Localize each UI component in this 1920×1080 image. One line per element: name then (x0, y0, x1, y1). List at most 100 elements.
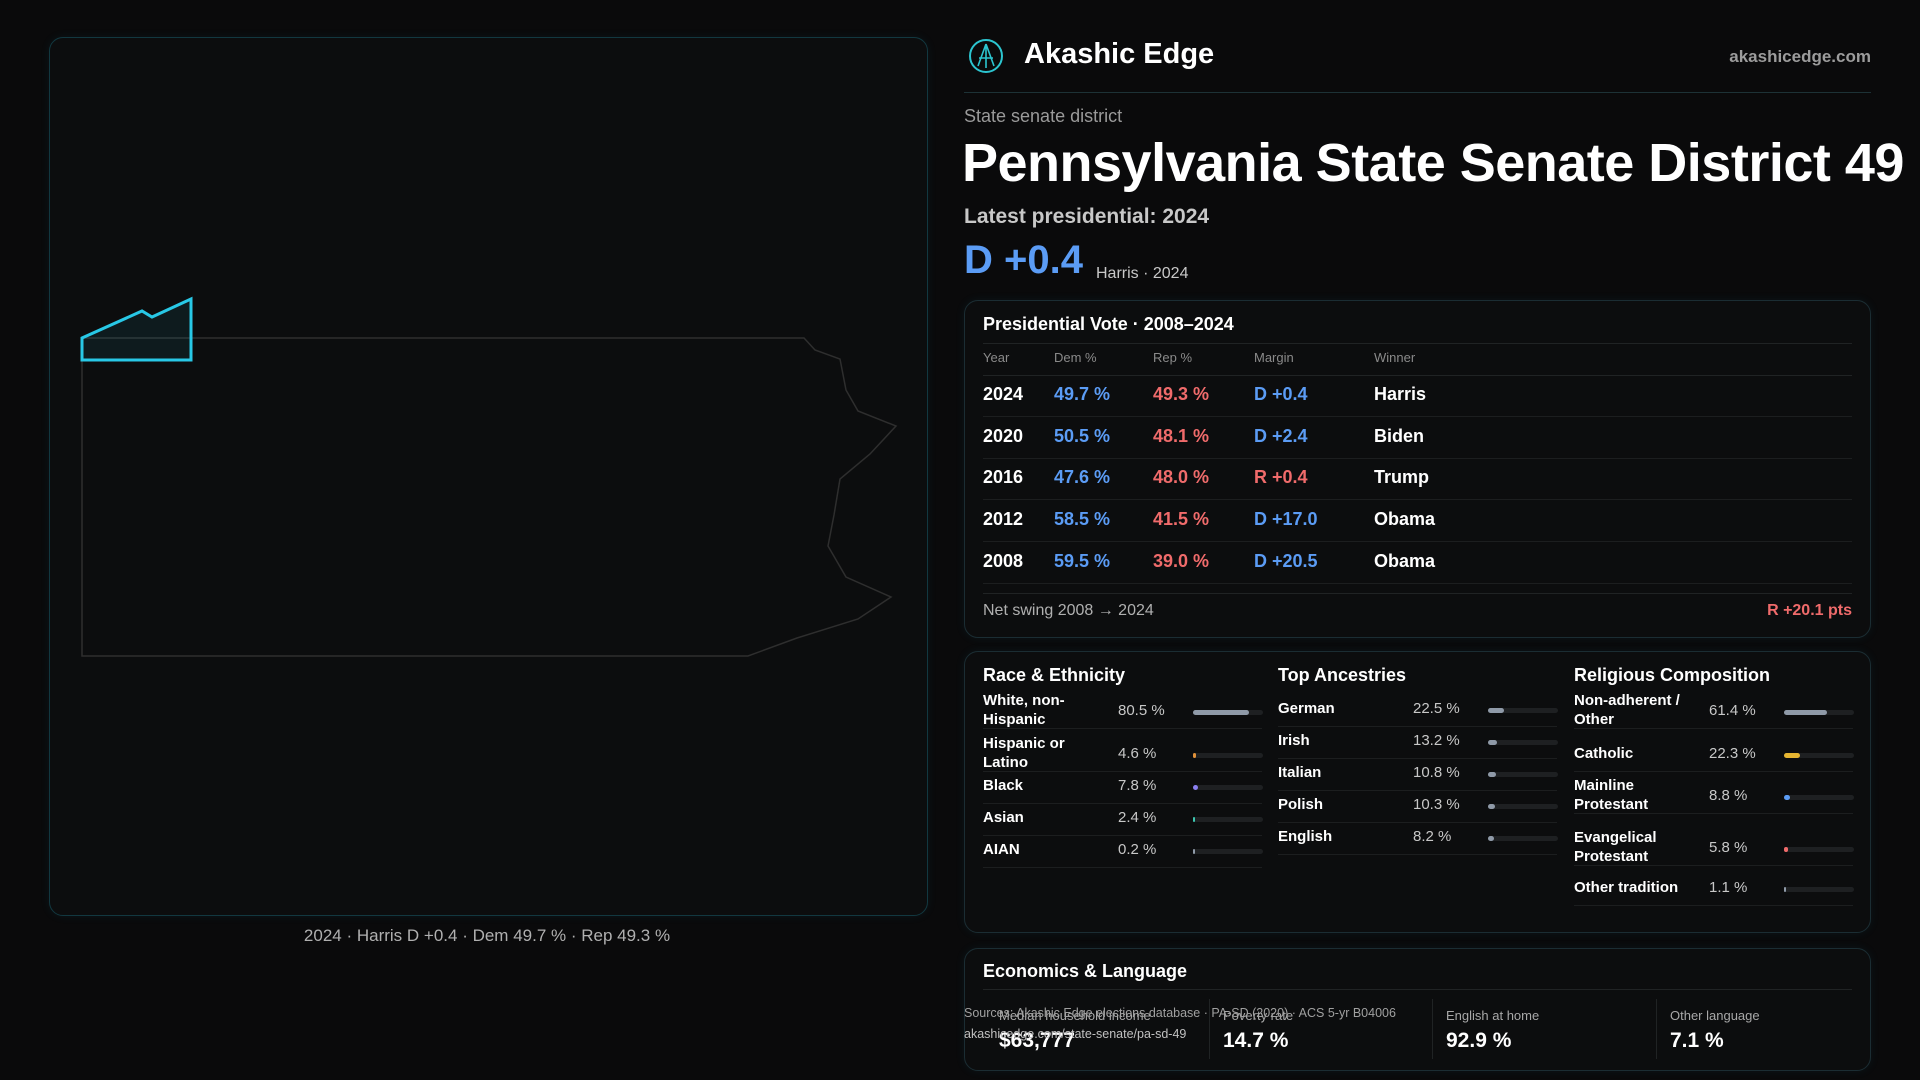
bar-track (1193, 753, 1263, 758)
row-name: Italian (1278, 763, 1322, 781)
demographics-card: Race & Ethnicity White, non-Hispanic 80.5 … (964, 651, 1871, 933)
cell-year: 2012 (983, 509, 1024, 530)
row-name: Non-adherent / Other (1574, 692, 1680, 728)
econ-label: Median household income (999, 1008, 1151, 1023)
row-name: Hispanic or Latino (983, 735, 1065, 771)
source-url: akashicedge.com/state-senate/pa-sd-49 (964, 1027, 1187, 1041)
map-panel (49, 37, 928, 916)
bar-track (1193, 817, 1263, 822)
cell-margin: D +20.5 (1254, 550, 1318, 571)
swing-value: R +20.1 pts (1767, 602, 1852, 619)
row-value: 8.8 % (1709, 787, 1748, 804)
section-title: Top Ancestries (1278, 665, 1407, 685)
cell-winner: Obama (1374, 550, 1436, 571)
econ-label: Poverty rate (1223, 1008, 1294, 1023)
bar-track (1488, 772, 1558, 777)
rule (1278, 822, 1557, 823)
rule (983, 499, 1852, 501)
bar-track (1488, 804, 1558, 809)
cell-year: 2016 (983, 467, 1024, 488)
row-name: Black (983, 776, 1024, 794)
row-value: 22.3 % (1709, 745, 1756, 762)
row-value: 8.2 % (1413, 828, 1452, 845)
row-value: 5.8 % (1709, 839, 1748, 856)
district-shape (80, 296, 193, 362)
bar (1488, 740, 1498, 745)
rule (1278, 726, 1557, 727)
cell-year: 2024 (983, 384, 1024, 404)
cell-winner: Biden (1374, 425, 1425, 446)
rule (1278, 854, 1557, 855)
divider (1209, 999, 1210, 1059)
row-value: 4.6 % (1118, 745, 1157, 762)
map-caption: 2024 · Harris D +0.4 · Dem 49.7 % · Rep … (303, 926, 671, 945)
rule (983, 457, 1852, 459)
row-value: 61.4 % (1709, 702, 1756, 719)
rule (1574, 865, 1853, 866)
row-name: Catholic (1574, 744, 1634, 762)
rule (983, 416, 1852, 417)
bar (1193, 785, 1199, 790)
rule (983, 582, 1852, 584)
cell-dem: 47.6 % (1054, 467, 1111, 488)
rule (983, 593, 1852, 594)
cell-dem: 50.5 % (1054, 425, 1111, 446)
bar (1784, 795, 1791, 800)
cell-rep: 49.3 % (1153, 384, 1210, 404)
source-line: Sources: Akashic Edge elections database… (964, 1006, 1396, 1020)
cell-rep: 48.0 % (1153, 467, 1210, 488)
row-value: 7.8 % (1118, 777, 1157, 794)
econ-label: Other language (1670, 1008, 1760, 1023)
bar (1488, 804, 1496, 809)
bar-track (1488, 740, 1558, 745)
divider (1432, 999, 1433, 1059)
cell-rep: 39.0 % (1153, 550, 1210, 571)
econ-label: English at home (1446, 1008, 1540, 1023)
bar-track (1784, 887, 1854, 892)
column-header: Margin (1254, 350, 1294, 365)
section-title: Race & Ethnicity (983, 665, 1126, 685)
bar (1193, 817, 1195, 822)
row-name: AIAN (983, 840, 1020, 858)
econ-value: 14.7 % (1223, 1029, 1289, 1052)
cell-margin: D +17.0 (1254, 509, 1318, 530)
cell-dem: 49.7 % (1054, 384, 1111, 404)
latest: Latest presidential: 2024 (964, 205, 1210, 228)
header-rule (964, 92, 1871, 93)
econ-value: 7.1 % (1670, 1029, 1724, 1052)
rule (1278, 790, 1557, 791)
bar-track (1488, 836, 1558, 841)
rule (1574, 728, 1853, 729)
row-value: 13.2 % (1413, 732, 1460, 749)
rule (1574, 905, 1853, 906)
row-name: Polish (1278, 795, 1324, 813)
rule (1278, 758, 1557, 759)
row-name: White, non-Hispanic (983, 692, 1065, 728)
row-name: Evangelical Protestant (1574, 829, 1657, 865)
cell-year: 2008 (983, 550, 1024, 571)
bar (1193, 710, 1250, 715)
row-value: 80.5 % (1118, 702, 1165, 719)
row-value: 10.8 % (1413, 764, 1460, 781)
site: akashicedge.com (1729, 47, 1871, 66)
cell-margin: D +2.4 (1254, 425, 1308, 446)
cell-year: 2020 (983, 425, 1024, 446)
column-header: Year (983, 350, 1010, 365)
column-header: Dem % (1054, 350, 1097, 365)
bar-track (1193, 849, 1263, 854)
section-title: Religious Composition (1574, 665, 1770, 685)
bar-track (1784, 753, 1854, 758)
bar-track (1784, 795, 1854, 800)
rule (983, 375, 1852, 376)
district-kind: State senate district (964, 106, 1123, 126)
bar (1784, 753, 1800, 758)
logo (969, 39, 1003, 73)
rule (983, 835, 1262, 836)
bar (1784, 847, 1789, 852)
bar (1193, 849, 1195, 854)
cell-winner: Obama (1374, 509, 1436, 530)
row-name: Other tradition (1574, 878, 1679, 896)
bar (1488, 836, 1494, 841)
